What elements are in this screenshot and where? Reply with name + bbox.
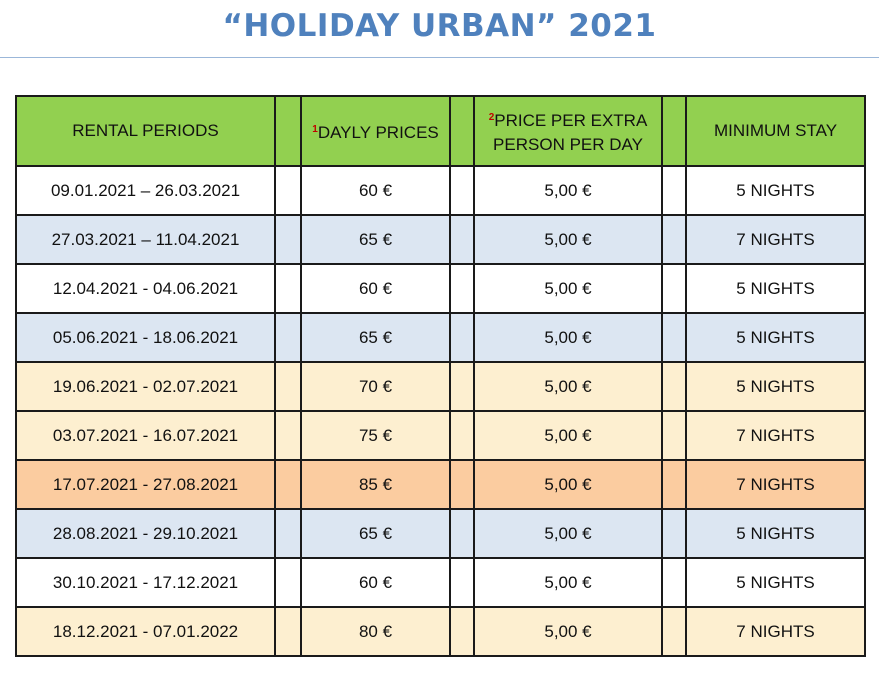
extra-person-price-cell: 5,00 €: [473, 214, 663, 265]
daily-price-cell: 70 €: [300, 361, 451, 412]
header-minimum-stay: MINIMUM STAY: [685, 95, 866, 167]
table-row: 30.10.2021 - 17.12.2021 60 € 5,00 € 5 NIGHT…: [15, 557, 866, 608]
spacer-cell: [274, 508, 302, 559]
minimum-stay-cell: 5 NIGHTS: [685, 557, 866, 608]
extra-person-price-cell: 5,00 €: [473, 508, 663, 559]
spacer-cell: [661, 312, 687, 363]
page-title: “HOLIDAY URBAN” 2021: [222, 8, 657, 44]
table-row: 28.08.2021 - 29.10.2021 65 € 5,00 € 5 NIGHT…: [15, 508, 866, 559]
daily-price-cell: 80 €: [300, 606, 451, 657]
daily-price-cell: 65 €: [300, 312, 451, 363]
spacer-cell: [449, 508, 475, 559]
minimum-stay-cell: 7 NIGHTS: [685, 214, 866, 265]
extra-person-price-cell: 5,00 €: [473, 312, 663, 363]
header-spacer: [661, 95, 687, 167]
spacer-cell: [449, 165, 475, 216]
spacer-cell: [661, 606, 687, 657]
spacer-cell: [449, 459, 475, 510]
header-extra-person: 2PRICE PER EXTRA PERSON PER DAY: [473, 95, 663, 167]
spacer-cell: [661, 214, 687, 265]
spacer-cell: [661, 508, 687, 559]
table-row: 27.03.2021 – 11.04.2021 65 € 5,00 € 7 NIGHT…: [15, 214, 866, 265]
minimum-stay-cell: 5 NIGHTS: [685, 361, 866, 412]
rental-period-cell: 27.03.2021 – 11.04.2021: [15, 214, 276, 265]
spacer-cell: [661, 459, 687, 510]
minimum-stay-cell: 7 NIGHTS: [685, 459, 866, 510]
spacer-cell: [449, 312, 475, 363]
spacer-cell: [274, 214, 302, 265]
header-extra-line2: PERSON PER DAY: [493, 134, 643, 154]
daily-price-cell: 60 €: [300, 557, 451, 608]
daily-price-cell: 60 €: [300, 263, 451, 314]
spacer-cell: [274, 263, 302, 314]
minimum-stay-cell: 7 NIGHTS: [685, 410, 866, 461]
daily-price-cell: 75 €: [300, 410, 451, 461]
header-spacer: [274, 95, 302, 167]
spacer-cell: [449, 361, 475, 412]
spacer-cell: [661, 263, 687, 314]
spacer-cell: [274, 459, 302, 510]
spacer-cell: [449, 606, 475, 657]
spacer-cell: [274, 361, 302, 412]
extra-person-price-cell: 5,00 €: [473, 459, 663, 510]
spacer-cell: [449, 410, 475, 461]
rental-period-cell: 05.06.2021 - 18.06.2021: [15, 312, 276, 363]
footnote-marker: 2: [488, 111, 495, 123]
table-row: 12.04.2021 - 04.06.2021 60 € 5,00 € 5 NIGHT…: [15, 263, 866, 314]
header-daily-prices-label: DAYLY PRICES: [317, 122, 439, 142]
extra-person-price-cell: 5,00 €: [473, 557, 663, 608]
rental-period-cell: 30.10.2021 - 17.12.2021: [15, 557, 276, 608]
spacer-cell: [449, 214, 475, 265]
daily-price-cell: 60 €: [300, 165, 451, 216]
table-row: 18.12.2021 - 07.01.2022 80 € 5,00 € 7 NIGHT…: [15, 606, 866, 657]
rental-period-cell: 18.12.2021 - 07.01.2022: [15, 606, 276, 657]
spacer-cell: [449, 557, 475, 608]
price-table: RENTAL PERIODS 1DAYLY PRICES 2PRICE PER …: [15, 95, 866, 657]
spacer-cell: [661, 361, 687, 412]
spacer-cell: [274, 410, 302, 461]
table-row: 03.07.2021 - 16.07.2021 75 € 5,00 € 7 NIGHT…: [15, 410, 866, 461]
daily-price-cell: 85 €: [300, 459, 451, 510]
header-extra-line1: PRICE PER EXTRA: [494, 110, 648, 130]
table-row: 17.07.2021 - 27.08.2021 85 € 5,00 € 7 NIGHT…: [15, 459, 866, 510]
table-row: 19.06.2021 - 02.07.2021 70 € 5,00 € 5 NIGHT…: [15, 361, 866, 412]
rental-period-cell: 12.04.2021 - 04.06.2021: [15, 263, 276, 314]
extra-person-price-cell: 5,00 €: [473, 410, 663, 461]
spacer-cell: [449, 263, 475, 314]
minimum-stay-cell: 7 NIGHTS: [685, 606, 866, 657]
minimum-stay-cell: 5 NIGHTS: [685, 165, 866, 216]
rental-period-cell: 28.08.2021 - 29.10.2021: [15, 508, 276, 559]
footnote-marker: 1: [312, 123, 318, 135]
extra-person-price-cell: 5,00 €: [473, 361, 663, 412]
spacer-cell: [274, 165, 302, 216]
spacer-cell: [274, 557, 302, 608]
header-spacer: [449, 95, 475, 167]
extra-person-price-cell: 5,00 €: [473, 606, 663, 657]
daily-price-cell: 65 €: [300, 508, 451, 559]
table-row: 05.06.2021 - 18.06.2021 65 € 5,00 € 5 NIGHT…: [15, 312, 866, 363]
table-header-row: RENTAL PERIODS 1DAYLY PRICES 2PRICE PER …: [15, 95, 866, 167]
title-divider: [0, 57, 879, 58]
header-daily-prices: 1DAYLY PRICES: [300, 95, 451, 167]
spacer-cell: [274, 606, 302, 657]
spacer-cell: [661, 410, 687, 461]
extra-person-price-cell: 5,00 €: [473, 263, 663, 314]
rental-period-cell: 03.07.2021 - 16.07.2021: [15, 410, 276, 461]
spacer-cell: [661, 165, 687, 216]
header-rental-periods: RENTAL PERIODS: [15, 95, 276, 167]
daily-price-cell: 65 €: [300, 214, 451, 265]
extra-person-price-cell: 5,00 €: [473, 165, 663, 216]
table-row: 09.01.2021 – 26.03.2021 60 € 5,00 € 5 NIGHT…: [15, 165, 866, 216]
minimum-stay-cell: 5 NIGHTS: [685, 508, 866, 559]
minimum-stay-cell: 5 NIGHTS: [685, 263, 866, 314]
rental-period-cell: 17.07.2021 - 27.08.2021: [15, 459, 276, 510]
spacer-cell: [661, 557, 687, 608]
minimum-stay-cell: 5 NIGHTS: [685, 312, 866, 363]
rental-period-cell: 09.01.2021 – 26.03.2021: [15, 165, 276, 216]
spacer-cell: [274, 312, 302, 363]
rental-period-cell: 19.06.2021 - 02.07.2021: [15, 361, 276, 412]
